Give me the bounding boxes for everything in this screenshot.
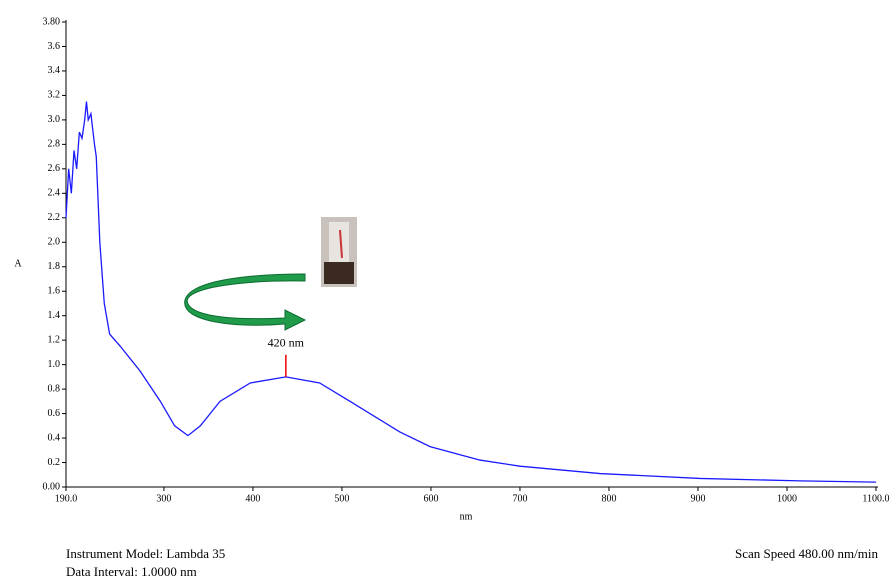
x-tick-label: 800 xyxy=(601,493,616,504)
y-tick-label: 2.8 xyxy=(48,139,61,150)
x-tick-label: 400 xyxy=(245,493,260,504)
y-tick-label: 3.0 xyxy=(48,114,61,125)
x-tick-label: 300 xyxy=(156,493,171,504)
y-tick-label: 0.00 xyxy=(43,481,61,492)
y-tick-label: 2.6 xyxy=(48,163,61,174)
y-tick-label: 1.4 xyxy=(48,310,61,321)
x-tick-label: 600 xyxy=(423,493,438,504)
x-tick-label: 1000 xyxy=(777,493,797,504)
x-tick-label: 1100.0 xyxy=(862,493,889,504)
y-tick-label: 1.8 xyxy=(48,261,61,272)
y-tick-label: 0.2 xyxy=(48,457,61,468)
y-tick-label: 2.0 xyxy=(48,237,61,248)
y-tick-label: 3.2 xyxy=(48,90,61,101)
x-tick-label: 700 xyxy=(512,493,527,504)
vial-photo xyxy=(321,217,357,287)
y-tick-label: 0.6 xyxy=(48,408,61,419)
x-tick-label: 900 xyxy=(690,493,705,504)
peak-annotation: 420 nm xyxy=(268,336,305,350)
y-tick-label: 3.80 xyxy=(43,16,61,27)
y-axis-label: A xyxy=(14,258,22,269)
curved-arrow xyxy=(184,273,307,331)
y-tick-label: 1.2 xyxy=(48,334,61,345)
y-tick-label: 1.0 xyxy=(48,359,61,370)
y-tick-label: 3.4 xyxy=(48,65,61,76)
x-tick-label: 190.0 xyxy=(55,493,78,504)
y-tick-label: 0.8 xyxy=(48,383,61,394)
instrument-model: Instrument Model: Lambda 35 xyxy=(66,546,225,561)
y-tick-label: 2.2 xyxy=(48,212,61,223)
y-tick-label: 0.4 xyxy=(48,432,61,443)
data-interval: Data Interval: 1.0000 nm xyxy=(66,564,197,579)
x-tick-label: 500 xyxy=(334,493,349,504)
spectrum-line xyxy=(65,101,877,483)
y-tick-label: 2.4 xyxy=(48,188,61,199)
scan-speed: Scan Speed 480.00 nm/min xyxy=(735,546,878,561)
y-tick-label: 3.6 xyxy=(48,41,61,52)
y-tick-label: 1.6 xyxy=(48,286,61,297)
x-axis-label: nm xyxy=(460,511,473,522)
